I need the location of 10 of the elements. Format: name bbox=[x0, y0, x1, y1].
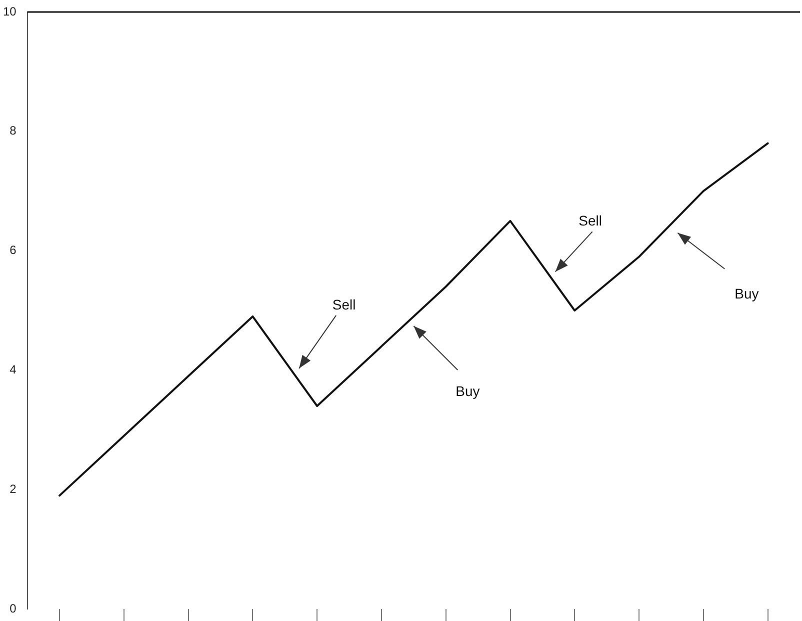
y-tick-label: 0 bbox=[10, 601, 17, 616]
annotation: Sell bbox=[332, 296, 356, 312]
y-tick-label: 6 bbox=[10, 243, 17, 258]
y-tick-label: 2 bbox=[10, 482, 17, 496]
annotation: Sell bbox=[578, 212, 602, 229]
annotation: Buy bbox=[456, 382, 480, 399]
y-tick-label: 4 bbox=[10, 362, 17, 377]
y-tick-label: 8 bbox=[10, 124, 17, 138]
y-tick-label: 10 bbox=[2, 4, 17, 18]
annotation: Buy bbox=[734, 286, 759, 302]
